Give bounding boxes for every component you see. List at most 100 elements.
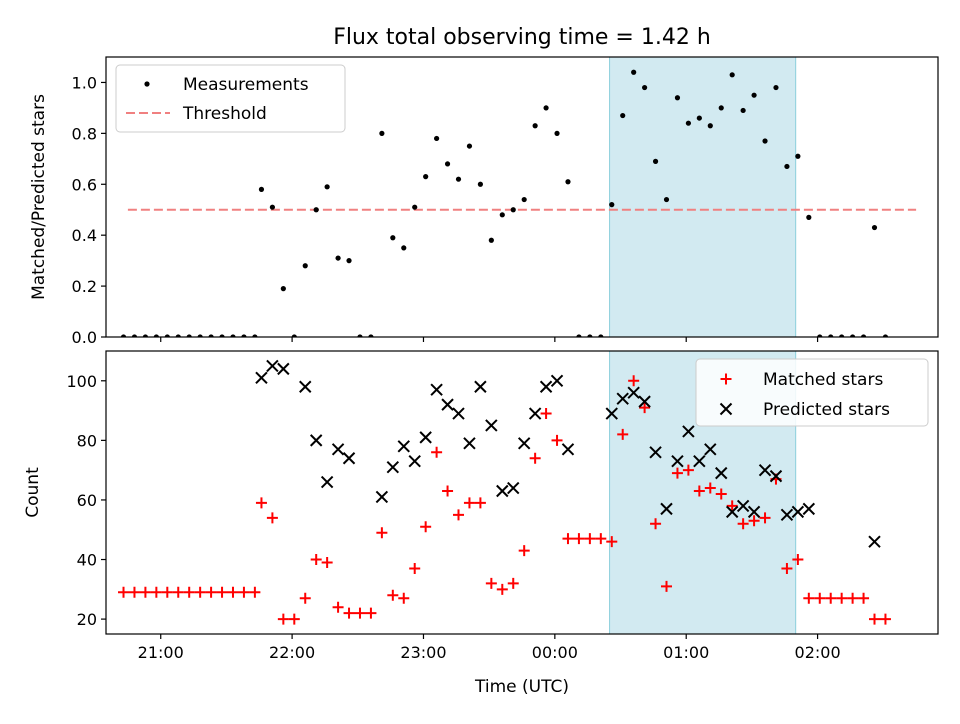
data-point xyxy=(828,334,834,337)
data-point xyxy=(707,123,713,129)
data-point xyxy=(858,592,870,604)
data-point xyxy=(814,592,826,604)
data-point xyxy=(120,334,127,337)
data-point xyxy=(266,512,278,524)
data-point xyxy=(142,334,149,337)
data-point xyxy=(839,334,845,337)
data-point xyxy=(431,446,443,458)
data-point xyxy=(780,508,794,522)
data-point xyxy=(638,395,651,408)
data-point xyxy=(825,592,837,604)
observing-window-band xyxy=(609,57,797,337)
data-point xyxy=(150,586,162,598)
data-point xyxy=(751,92,757,98)
data-point xyxy=(671,467,683,479)
data-point xyxy=(397,440,410,453)
data-point xyxy=(477,181,483,187)
data-point xyxy=(386,460,400,474)
x-tick-label: 21:00 xyxy=(138,643,184,662)
data-point xyxy=(463,437,476,450)
data-point xyxy=(376,527,388,539)
data-point xyxy=(496,583,508,595)
data-point xyxy=(693,455,706,468)
data-point xyxy=(748,515,760,527)
data-point xyxy=(387,589,399,601)
data-point xyxy=(587,334,593,337)
data-point xyxy=(299,380,312,393)
y-tick-label: 0.6 xyxy=(72,175,97,194)
data-point xyxy=(252,334,258,337)
data-point xyxy=(528,407,542,420)
data-point xyxy=(238,586,250,598)
data-point xyxy=(412,204,418,210)
data-point xyxy=(164,334,170,337)
y-tick-label: 60 xyxy=(77,491,97,510)
data-point xyxy=(409,562,421,574)
data-point xyxy=(784,163,790,170)
data-point xyxy=(715,466,728,480)
data-point xyxy=(573,533,585,545)
ratio-panel: 0.0 0.2 0.4 0.6 0.8 1.0 Matched/Predicted star… xyxy=(29,56,939,347)
data-point xyxy=(161,586,173,598)
data-point xyxy=(324,184,330,190)
data-point xyxy=(726,500,738,512)
data-point xyxy=(759,512,771,524)
series-matched-stars xyxy=(118,375,891,625)
data-point xyxy=(452,407,465,420)
data-point xyxy=(277,613,289,625)
data-point xyxy=(704,482,716,494)
data-point xyxy=(291,334,297,337)
axes-frame xyxy=(105,350,939,635)
data-point xyxy=(258,186,265,192)
data-point xyxy=(620,112,626,119)
data-point xyxy=(869,613,881,625)
data-point xyxy=(354,607,366,619)
data-point xyxy=(131,334,138,337)
data-point xyxy=(455,176,462,182)
x-tick-label: 00:00 xyxy=(532,643,578,662)
data-point xyxy=(682,464,694,476)
data-point xyxy=(617,428,629,440)
series-measurements xyxy=(120,69,889,337)
data-point xyxy=(269,204,275,210)
data-point xyxy=(529,452,541,464)
data-point xyxy=(442,485,454,497)
x-tick-label: 01:00 xyxy=(663,643,709,662)
data-point xyxy=(343,607,355,619)
data-point xyxy=(280,286,286,292)
data-point xyxy=(606,536,618,548)
data-point xyxy=(255,371,268,385)
legend-marker-measurements xyxy=(144,81,150,87)
data-point xyxy=(474,497,486,509)
count-panel: 20 40 60 80 100 21:00 22:00 23:00 00:00 01:00 02:0… xyxy=(23,350,939,662)
data-point xyxy=(332,601,344,613)
data-point xyxy=(550,374,564,387)
data-point xyxy=(485,577,497,589)
data-point xyxy=(671,455,684,468)
legend-label: Predicted stars xyxy=(763,400,890,420)
data-point xyxy=(803,592,815,604)
data-point xyxy=(718,105,724,111)
x-tick-label: 23:00 xyxy=(400,643,446,662)
data-point xyxy=(255,497,267,509)
data-point xyxy=(321,557,333,569)
data-point xyxy=(715,488,727,500)
data-point xyxy=(806,214,812,220)
data-point xyxy=(430,383,443,396)
data-point xyxy=(230,334,236,337)
data-point xyxy=(639,402,651,414)
data-point xyxy=(357,334,363,337)
data-point xyxy=(737,518,749,530)
x-axis-label: Time (UTC) xyxy=(474,677,569,697)
data-point xyxy=(398,592,410,604)
legend-label: Threshold xyxy=(182,104,267,124)
data-point xyxy=(299,592,311,604)
data-point xyxy=(539,380,553,393)
y-tick-label: 40 xyxy=(77,551,97,570)
data-point xyxy=(540,408,552,420)
data-point xyxy=(693,485,705,497)
data-point xyxy=(584,533,596,545)
data-point xyxy=(674,95,681,101)
data-point xyxy=(485,419,498,432)
data-point xyxy=(434,135,440,142)
